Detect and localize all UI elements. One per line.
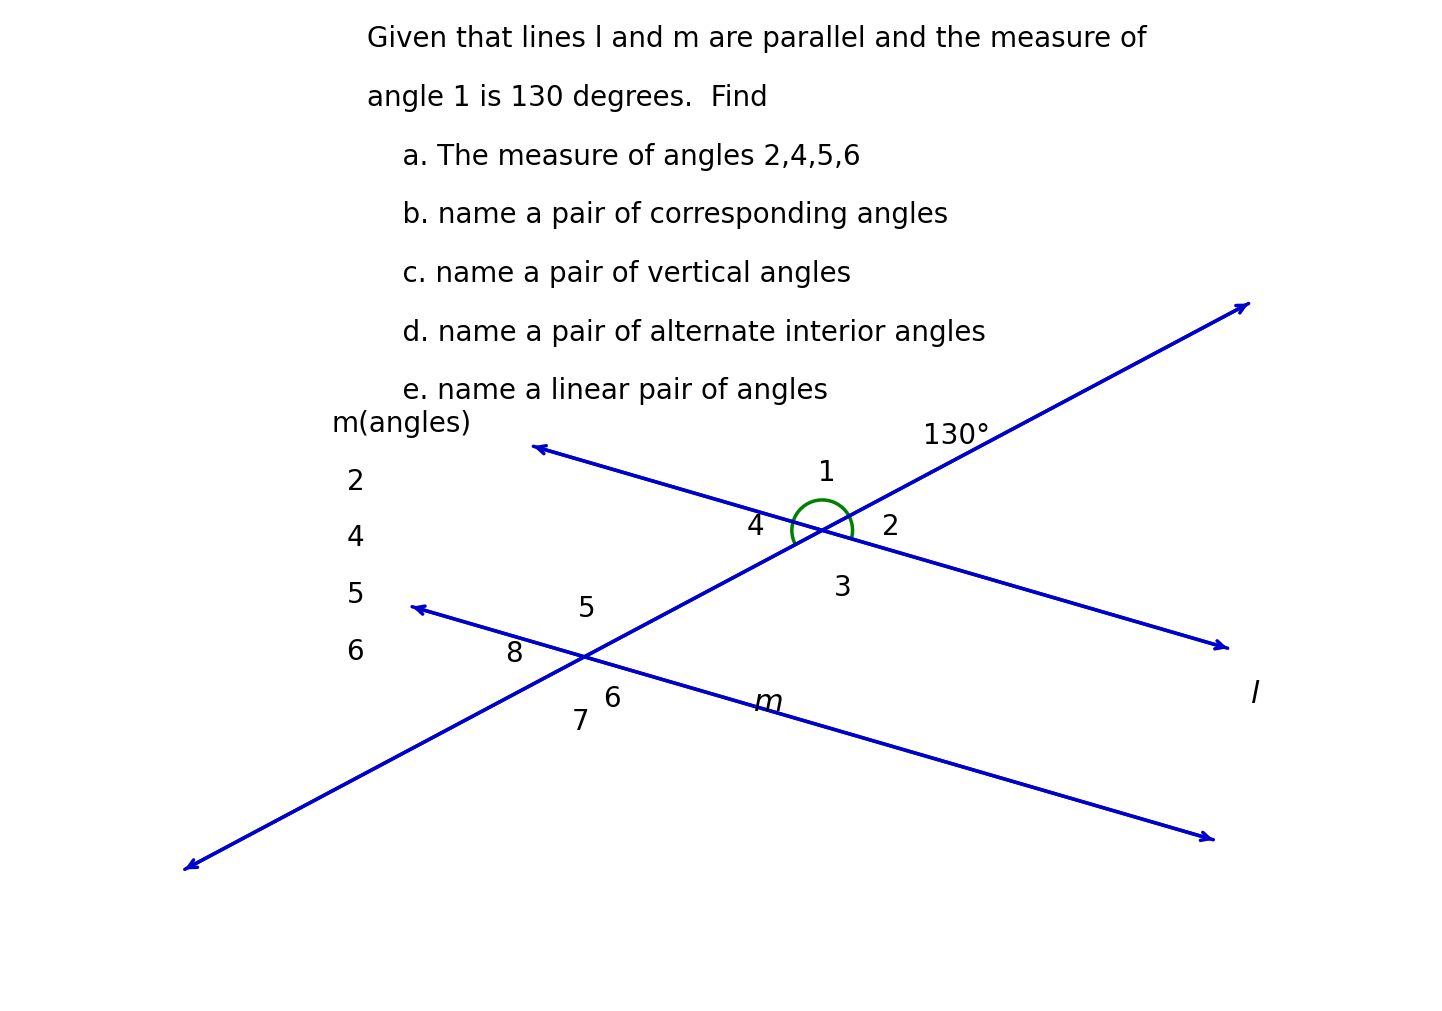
Text: angle 1 is 130 degrees.  Find: angle 1 is 130 degrees. Find	[366, 84, 767, 112]
Text: 5: 5	[578, 594, 596, 623]
Text: m: m	[754, 687, 783, 716]
Text: 6: 6	[346, 637, 365, 665]
Text: l: l	[1250, 679, 1259, 709]
Text: 6: 6	[604, 684, 622, 712]
Text: 130°: 130°	[923, 422, 991, 450]
Text: b. name a pair of corresponding angles: b. name a pair of corresponding angles	[366, 201, 947, 229]
Text: Given that lines l and m are parallel and the measure of: Given that lines l and m are parallel an…	[366, 25, 1146, 54]
Text: 2: 2	[883, 513, 900, 541]
Text: 8: 8	[505, 639, 523, 667]
Text: d. name a pair of alternate interior angles: d. name a pair of alternate interior ang…	[366, 318, 986, 347]
Text: c. name a pair of vertical angles: c. name a pair of vertical angles	[366, 260, 851, 288]
Text: 3: 3	[833, 573, 851, 601]
Text: 4: 4	[747, 513, 764, 541]
Text: 5: 5	[346, 580, 365, 609]
Text: e. name a linear pair of angles: e. name a linear pair of angles	[366, 377, 828, 405]
Text: a. The measure of angles 2,4,5,6: a. The measure of angles 2,4,5,6	[366, 143, 861, 171]
Text: 2: 2	[346, 467, 365, 495]
Text: m(angles): m(angles)	[332, 409, 472, 438]
Text: 4: 4	[346, 524, 365, 552]
Text: 1: 1	[819, 459, 836, 486]
Text: 7: 7	[571, 707, 590, 735]
